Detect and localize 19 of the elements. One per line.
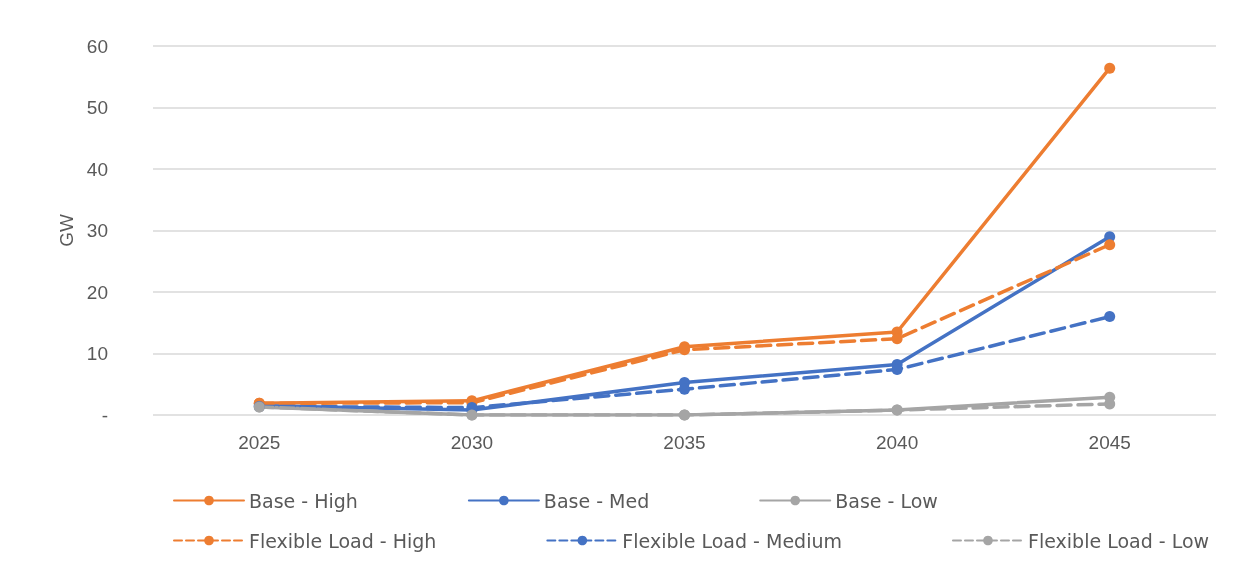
y-axis-title: GW [55,214,77,247]
y-tick-label: 40 [86,158,108,180]
y-tick-label: - [101,404,108,426]
legend-label: Base - Med [543,489,650,512]
y-tick-label: 60 [86,35,108,57]
x-tick-label: 2030 [450,432,494,453]
y-tick-label: 30 [86,220,108,241]
legend-label: Base - High [249,489,358,512]
legend-label: Flexible Load - High [249,529,437,552]
x-tick-label: 2045 [1088,432,1131,453]
y-tick-label: 10 [86,343,108,364]
legend-label: Flexible Load - Medium [622,529,842,552]
y-tick-label: 20 [86,281,108,303]
x-tick-label: 2035 [663,432,706,453]
x-tick-label: 2025 [238,432,281,453]
y-tick-label: 50 [86,97,108,118]
x-tick-label: 2040 [875,432,919,453]
legend-label: Flexible Load - Low [1027,529,1210,552]
legend-label: Base - Low [835,489,938,512]
